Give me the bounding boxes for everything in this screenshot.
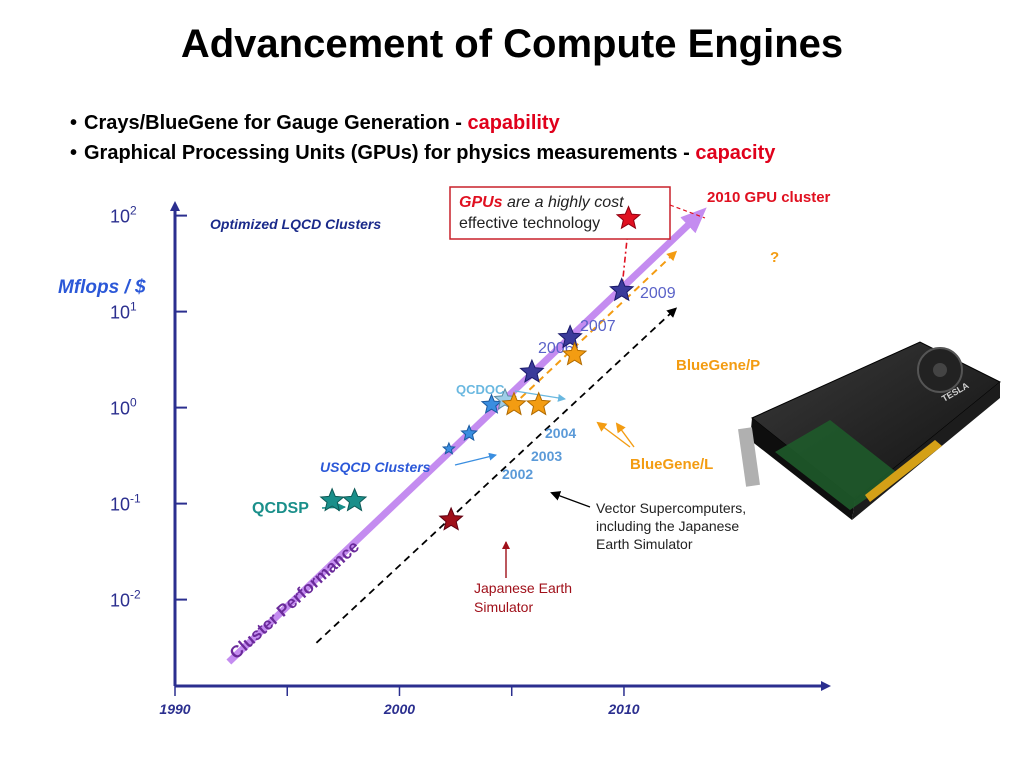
point-qcdsp-2 — [341, 487, 368, 512]
point-bluegene-l-2 — [525, 391, 552, 416]
bullet-keyword: capability — [467, 112, 560, 134]
gpu-card-connector — [865, 440, 942, 502]
point-qcdsp-1 — [319, 487, 345, 512]
year-2004-label: 2004 — [545, 425, 576, 441]
earth-simulator-label-1: Japanese Earth — [474, 580, 572, 596]
year-2003-label: 2003 — [531, 448, 562, 464]
y-ticks: 102 101 100 10-1 10-2 — [110, 204, 187, 611]
point-usqcd-2003 — [460, 424, 478, 442]
bullet-keyword: capacity — [695, 142, 776, 164]
x-ticks: 1990 2000 2010 — [159, 686, 640, 717]
bullet-capacity: • Graphical Processing Units (GPUs) for p… — [70, 142, 776, 164]
page-title: Advancement of Compute Engines — [180, 22, 844, 66]
vector-label-1: Vector Supercomputers, — [596, 500, 746, 516]
bullet-separator: - — [683, 142, 690, 164]
x-tick-label: 2010 — [607, 701, 639, 717]
bluegene-p-label: BlueGene/P — [676, 357, 760, 374]
gpu-card-board — [775, 420, 900, 510]
cluster-performance-label: Cluster Performance — [226, 537, 363, 663]
x-tick-label: 1990 — [159, 701, 190, 717]
bluegene-l-pointer-2 — [615, 422, 635, 448]
bluegene-l-label: BlueGene/L — [630, 456, 713, 473]
gpu-callout-line2: effective technology — [459, 215, 600, 232]
year-2002-label: 2002 — [502, 466, 533, 482]
bullet-list: • Crays/BlueGene for Gauge Generation - c… — [70, 108, 775, 168]
gpu-card-image: TESLA — [738, 341, 1001, 520]
y-tick-label: 102 — [110, 204, 137, 227]
point-usqcd-2002 — [441, 441, 456, 455]
y-tick-label: 101 — [110, 300, 137, 323]
point-cluster-2009 — [609, 277, 635, 302]
point-bluegene-l-1 — [501, 391, 527, 416]
gpus-rest: are a highly cost — [503, 194, 625, 211]
vector-pointer — [550, 491, 591, 508]
gpu-callout-line1: GPUs are a highly cost — [459, 194, 624, 211]
point-usqcd-2004 — [480, 393, 503, 414]
y-tick-label: 10-2 — [110, 588, 141, 611]
y-axis-label: Mflops / $ — [58, 277, 146, 298]
bullet-text: Graphical Processing Units (GPUs) for ph… — [84, 142, 678, 164]
point-bluegene-p — [561, 341, 588, 366]
usqcd-pointer — [454, 452, 497, 466]
optimized-clusters-label: Optimized LQCD Clusters — [210, 216, 381, 232]
x-tick-label: 2000 — [383, 701, 415, 717]
gpu-card-bracket — [738, 427, 760, 487]
y-tick-label: 10-1 — [110, 492, 141, 515]
bluegene-l-pointer-1 — [596, 421, 631, 448]
question-mark-label: ? — [770, 249, 779, 266]
vector-label-3: Earth Simulator — [596, 536, 693, 552]
point-cluster-2007 — [557, 324, 583, 349]
gpu-card-fan-hub — [933, 363, 947, 377]
vector-supercomputers-trend — [315, 307, 678, 644]
data-points — [319, 205, 642, 531]
year-2009-label: 2009 — [640, 285, 676, 302]
bullet-capability: • Crays/BlueGene for Gauge Generation - c… — [70, 112, 560, 134]
earth-simulator-label-2: Simulator — [474, 599, 533, 615]
usqcd-label: USQCD Clusters — [320, 459, 431, 475]
vector-label-2: including the Japanese — [596, 518, 739, 534]
y-tick-label: 100 — [110, 396, 137, 419]
bullet-separator: - — [455, 112, 462, 134]
gpu-cluster-label: 2010 GPU cluster — [707, 189, 831, 206]
bullet-text: Crays/BlueGene for Gauge Generation — [84, 112, 450, 134]
gpu-callout-connector — [669, 204, 706, 219]
gpus-keyword: GPUs — [459, 194, 503, 211]
point-gpu-2010 — [615, 205, 642, 230]
year-2007-label: 2007 — [580, 318, 616, 335]
point-cluster-2006 — [519, 358, 545, 383]
qcdoc-label: QCDOC — [456, 382, 505, 397]
qcdsp-label: QCDSP — [252, 500, 309, 517]
gpu-trend — [620, 223, 633, 291]
point-earth-simulator — [438, 506, 464, 531]
gpu-callout-box — [449, 186, 671, 240]
